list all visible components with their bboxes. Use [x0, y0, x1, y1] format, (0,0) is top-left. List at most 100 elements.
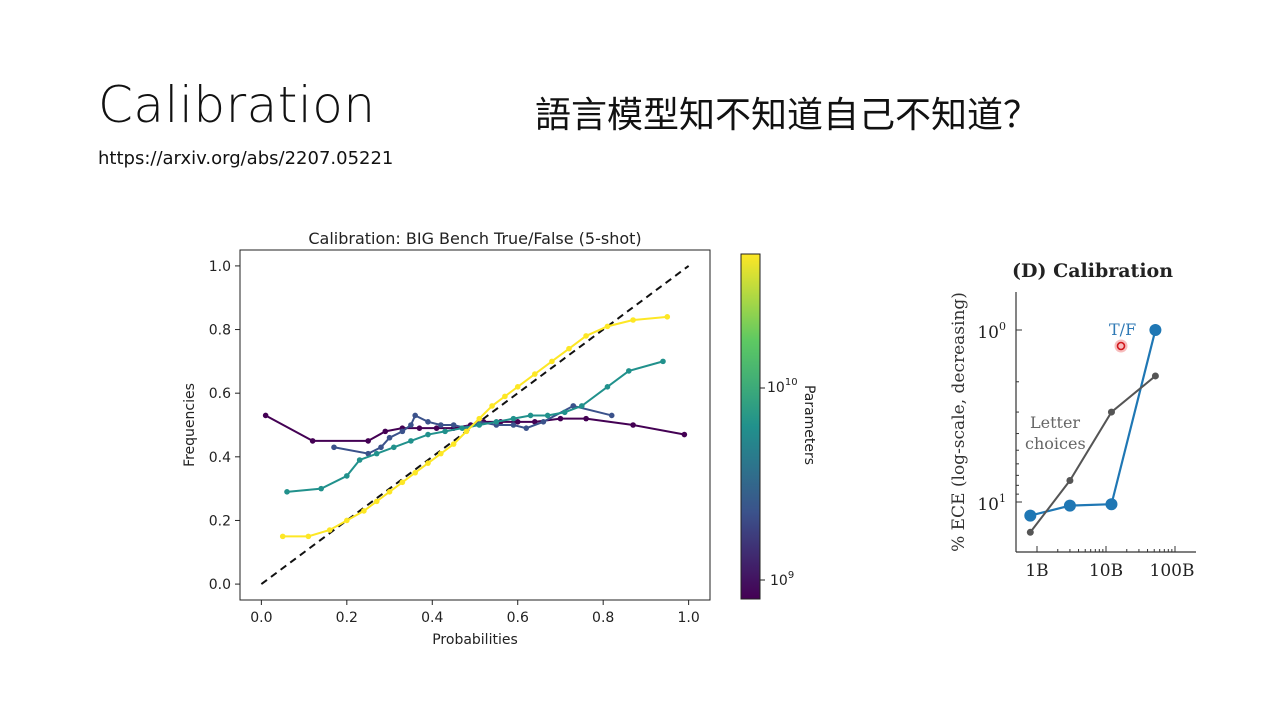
- paper-url: https://arxiv.org/abs/2207.05221: [98, 148, 394, 169]
- series-point: [1149, 324, 1162, 336]
- series-point: [408, 438, 414, 444]
- colorbar-tick-label: 109: [770, 570, 794, 589]
- series-point: [510, 415, 517, 422]
- series-point: [514, 419, 521, 425]
- x-tick-label: 1.0: [678, 610, 700, 626]
- cursor-highlight-icon: [1114, 339, 1128, 353]
- series-point: [425, 431, 431, 438]
- x-tick-label: 0.6: [507, 610, 529, 626]
- series-point: [502, 393, 508, 400]
- series-point: [425, 460, 431, 466]
- series-point: [566, 345, 572, 352]
- series-point: [1024, 509, 1037, 522]
- series-point: [544, 412, 551, 419]
- x-tick-label: 0.0: [250, 610, 272, 626]
- series-point: [356, 457, 363, 463]
- series-point: [309, 438, 316, 444]
- y-tick-label: 101: [977, 492, 1006, 515]
- y-tick-label: 0.8: [209, 323, 231, 339]
- series-point: [514, 384, 521, 390]
- series-point: [279, 533, 286, 540]
- series-point: [361, 508, 367, 514]
- series-point: [378, 444, 384, 451]
- series-point: [399, 428, 406, 435]
- series-point: [630, 422, 636, 428]
- x-tick-label: 1B: [1025, 561, 1048, 581]
- series-point: [532, 371, 538, 377]
- series-point: [489, 403, 495, 409]
- calibration-chart: Calibration: BIG Bench True/False (5-sho…: [182, 229, 817, 648]
- colorbar: [740, 253, 761, 600]
- series-point: [681, 431, 688, 438]
- y-tick-label: 0.4: [209, 450, 231, 466]
- y-tick-label: 100: [977, 320, 1006, 343]
- series-point: [1105, 498, 1118, 511]
- x-tick-label: 100B: [1150, 561, 1195, 581]
- series-point: [583, 333, 589, 339]
- colorbar-tick-label: 1010: [767, 377, 798, 396]
- series-point: [523, 425, 530, 431]
- series-point: [579, 403, 585, 409]
- x-tick-label: 0.4: [421, 610, 443, 626]
- chart-title: (D) Calibration: [1012, 260, 1173, 282]
- series-point: [1066, 477, 1074, 485]
- cursor-dot-icon: [1116, 341, 1126, 351]
- series-point: [442, 428, 448, 435]
- series-point: [365, 438, 371, 444]
- series-point: [459, 425, 465, 431]
- series-point: [493, 419, 500, 425]
- series-line: [1030, 329, 1157, 517]
- series-point: [438, 450, 444, 457]
- series-point: [382, 428, 389, 435]
- series-point: [318, 485, 324, 492]
- letter-annotation: choices: [1025, 434, 1086, 453]
- series-point: [408, 422, 414, 428]
- series-point: [532, 419, 538, 425]
- series-point: [1107, 408, 1115, 416]
- series-point: [1151, 372, 1159, 380]
- series-point: [386, 489, 393, 495]
- y-tick-label: 1.0: [209, 259, 231, 275]
- series-point: [412, 469, 418, 476]
- series-point: [386, 434, 393, 441]
- series-point: [331, 444, 337, 451]
- series-point: [549, 358, 555, 365]
- series-point: [438, 422, 444, 428]
- series-point: [604, 323, 611, 330]
- series-point: [305, 533, 312, 540]
- series-point: [284, 489, 290, 495]
- x-tick-label: 0.8: [592, 610, 614, 626]
- series-point: [391, 444, 397, 451]
- y-tick-label: 0.0: [209, 577, 231, 593]
- x-tick-label: 0.2: [336, 610, 358, 626]
- series-line: [1029, 375, 1157, 533]
- x-tick-label: 10B: [1089, 561, 1123, 581]
- series-point: [450, 422, 457, 428]
- series-point: [626, 368, 632, 374]
- series-point: [1026, 528, 1034, 536]
- y-tick-label: 0.6: [209, 386, 231, 402]
- slide-subtitle: 語言模型知不知道自己不知道？: [535, 95, 1040, 136]
- series-point: [540, 419, 547, 425]
- series-line: [282, 315, 668, 538]
- slide-title: Calibration: [98, 76, 376, 134]
- series-point: [660, 358, 666, 365]
- y-tick-label: 0.2: [209, 513, 231, 529]
- series-point: [476, 415, 483, 422]
- series-point: [476, 422, 483, 428]
- series-point: [463, 428, 470, 435]
- x-axis-label: Probabilities: [432, 632, 518, 648]
- y-axis-label: % ECE (log-scale, decreasing): [949, 292, 969, 552]
- series-point: [604, 384, 611, 390]
- letter-annotation: Letter: [1030, 413, 1080, 432]
- series-point: [561, 409, 568, 416]
- series-point: [416, 425, 423, 431]
- series-point: [664, 314, 671, 320]
- series-point: [373, 498, 380, 505]
- series-point: [365, 450, 371, 457]
- y-axis-label: Frequencies: [182, 383, 198, 467]
- series-point: [557, 415, 564, 422]
- series-point: [433, 425, 440, 431]
- series-point: [425, 419, 431, 425]
